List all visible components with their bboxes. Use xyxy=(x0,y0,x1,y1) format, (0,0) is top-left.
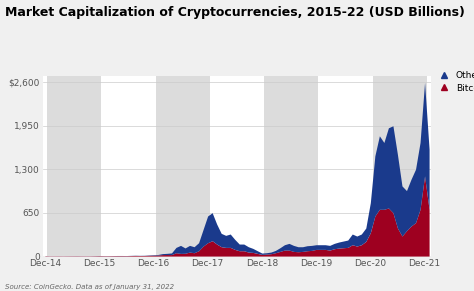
Legend: Other, Bitcoin: Other, Bitcoin xyxy=(440,71,474,93)
Bar xyxy=(47,76,101,256)
Bar xyxy=(155,76,210,256)
Text: Source: CoinGecko. Data as of January 31, 2022: Source: CoinGecko. Data as of January 31… xyxy=(5,283,174,290)
Bar xyxy=(264,76,319,256)
Bar xyxy=(373,76,427,256)
Text: Market Capitalization of Cryptocurrencies, 2015-22 (USD Billions): Market Capitalization of Cryptocurrencie… xyxy=(5,6,465,19)
